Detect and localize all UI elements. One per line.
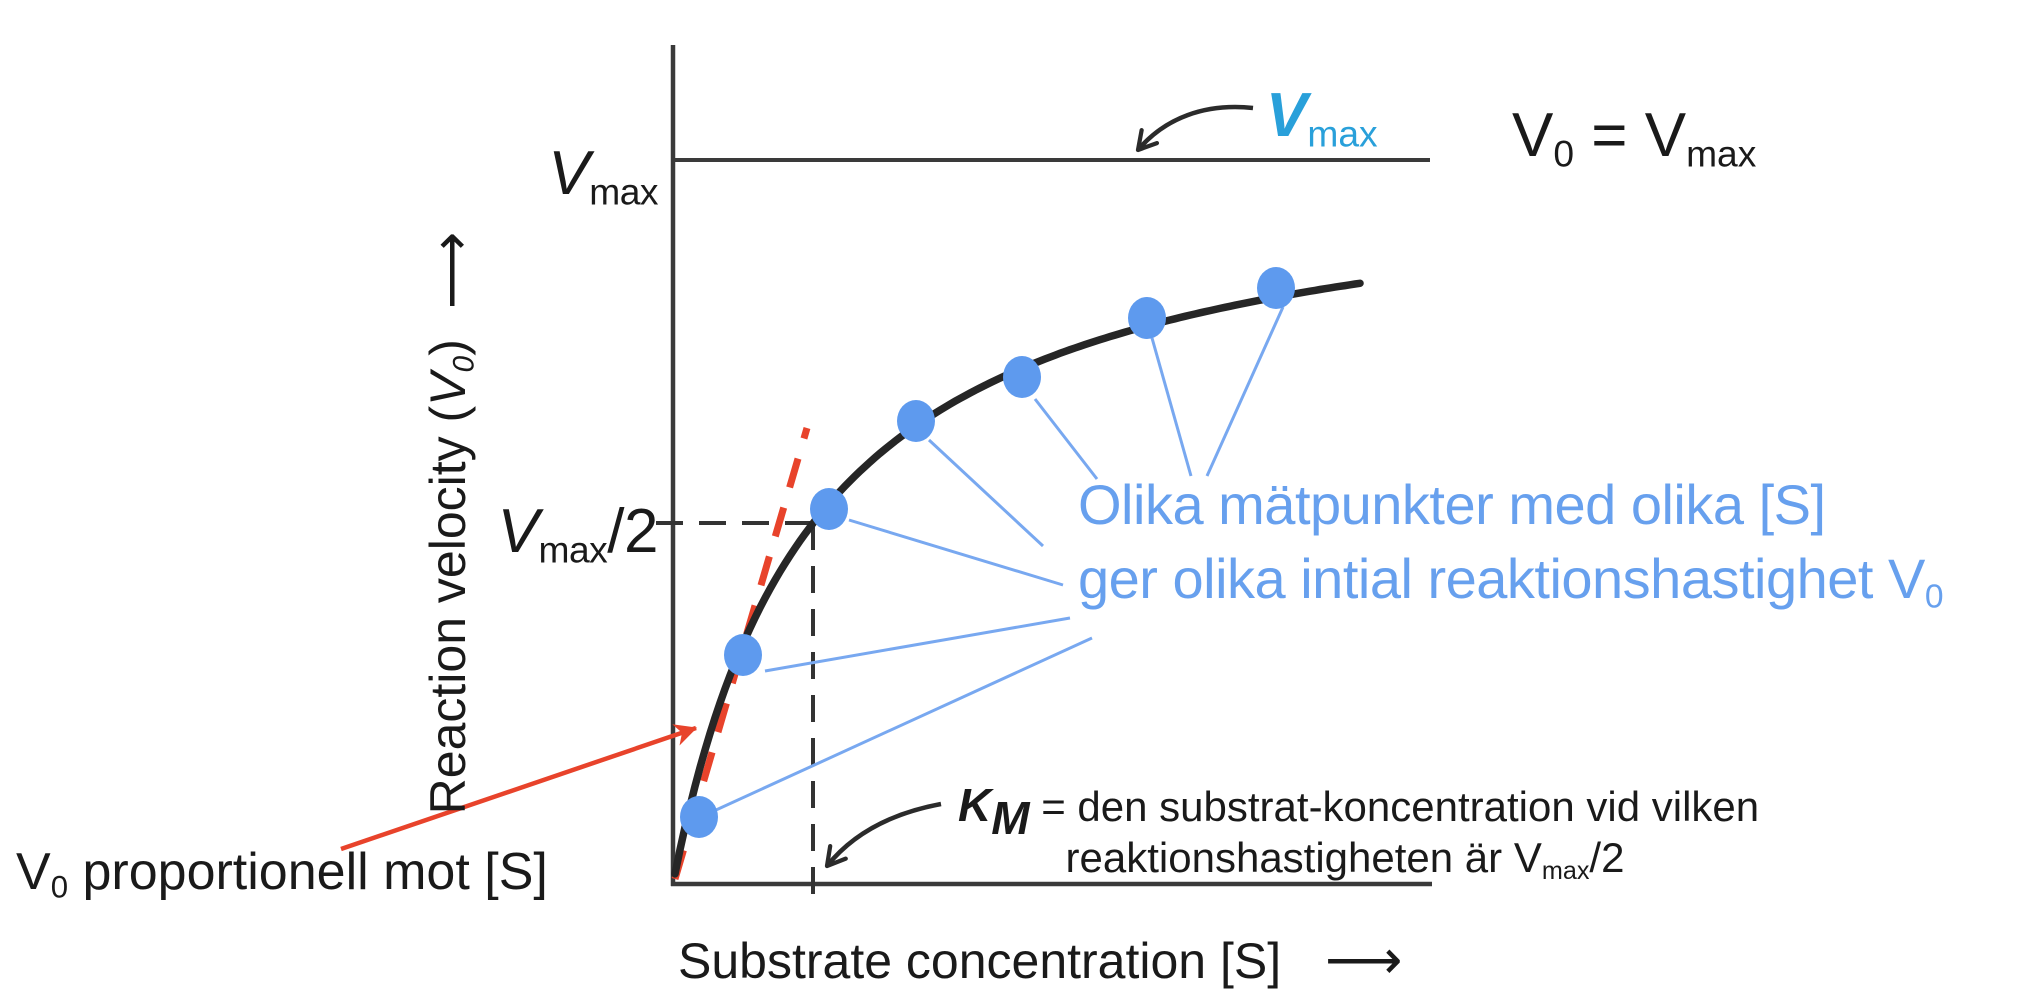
km-definition-line2: reaktionshastigheten är Vmax/2 [1065,834,1625,886]
x-axis-arrow-icon: ⟶ [1325,930,1403,990]
data-point [680,796,718,838]
callout-line [764,616,1071,673]
data-point [1003,356,1041,398]
measurement-note-line1: Olika mätpunkter med olika [S] [1078,473,1826,536]
v0-equals-vmax-label: V0 = Vmax [1512,101,1757,175]
callout-line [927,438,1045,548]
km-definition-line1: KM = den substrat-koncentration vid vilk… [958,779,1760,844]
proportional-annotation-arrow [340,724,698,852]
measurement-points-note: Olika mätpunkter med olika [S] ger olika… [1078,468,1944,634]
y-tick-half-vmax-label: Vmax/2 [497,497,659,571]
data-point [1128,297,1166,339]
y-axis-title-text: Reaction velocity (V0) [419,339,481,815]
callout-line [715,636,1093,812]
measurement-note-line2: ger olika intial reaktionshastighet V0 [1078,547,1944,616]
x-axis-title: Substrate concentration [S] ⟶ [678,928,1402,991]
y-tick-vmax-label: Vmax [548,139,658,213]
callout-line [1150,337,1193,477]
y-axis-title: Reaction velocity (V0) ⟶ [415,168,485,878]
data-point [897,400,935,442]
km-pointer-arrow [824,801,942,869]
x-axis-title-text: Substrate concentration [S] [678,933,1282,989]
data-point [810,488,848,530]
data-point [724,634,762,676]
v0-proportional-note: V0 proportionell mot [S] [16,843,548,905]
callout-line [848,518,1064,587]
vmax-pointer-arrow [1135,104,1254,153]
vmax-callout-label: Vmax [1266,81,1378,155]
callout-line [1033,398,1099,480]
y-axis-arrow-icon: ⟶ [420,231,481,310]
data-point [1257,267,1295,309]
callout-line [1205,306,1285,477]
